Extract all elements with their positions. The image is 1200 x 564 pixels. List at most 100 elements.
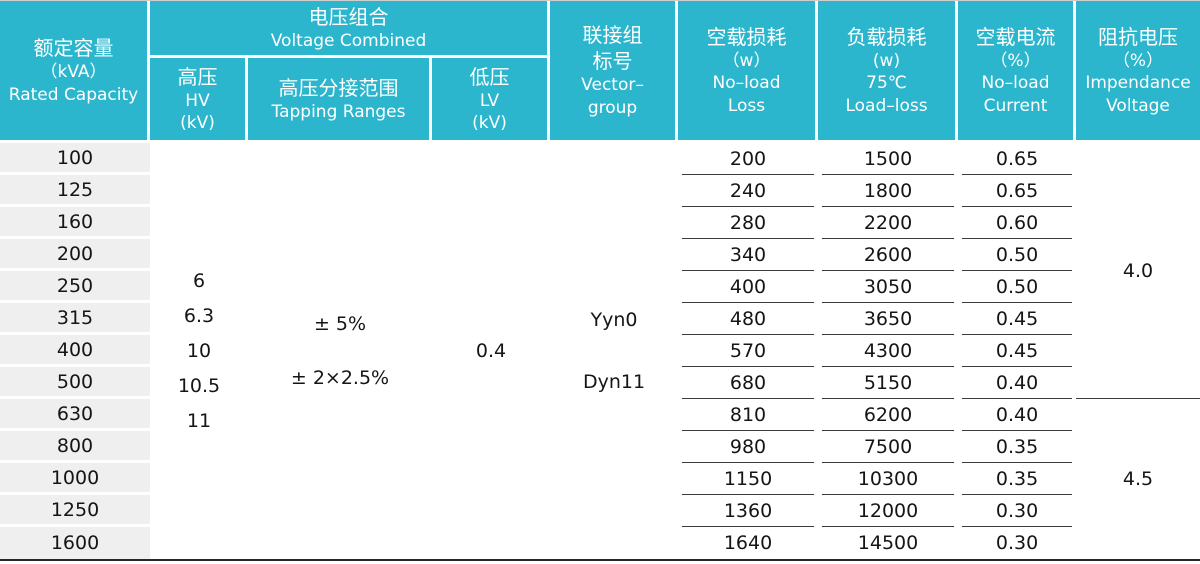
no-load-loss-cell: 1360 — [678, 495, 819, 527]
header-no-load-loss-unit: （w） — [722, 51, 771, 72]
impedance-cell: 4.0 — [1076, 143, 1200, 399]
header-impedance-voltage-zh: 阻抗电压 — [1098, 25, 1179, 50]
tapping-ranges-cell: ± 5% ± 2×2.5% — [248, 143, 432, 559]
capacity-cell: 315 — [0, 303, 150, 335]
header-hv: 高压 HV (kV) — [150, 58, 248, 143]
header-lv: 低压 LV (kV) — [432, 58, 551, 143]
capacity-cell: 500 — [0, 367, 150, 399]
vector-group-value: Dyn11 — [582, 371, 646, 393]
load-loss-cell: 14500 — [857, 532, 919, 554]
load-loss-cell: 6200 — [818, 399, 959, 431]
no-load-current-cell: 0.35 — [958, 463, 1077, 495]
no-load-current-cell: 0.50 — [958, 271, 1077, 303]
table-row: 800 980 7500 0.35 — [0, 431, 1200, 463]
header-no-load-current-zh: 空载电流 — [975, 25, 1056, 50]
header-rated-capacity-unit: （kVA） — [40, 62, 107, 83]
no-load-loss-cell: 1640 — [723, 532, 773, 554]
hv-value: 11 — [186, 409, 212, 432]
header-impedance-voltage-en2: Voltage — [1106, 95, 1170, 116]
no-load-loss-cell: 570 — [678, 335, 819, 367]
table-row: 315 480 3650 0.45 — [0, 303, 1200, 335]
capacity-cell: 125 — [0, 175, 150, 207]
tapping-range: ± 5% — [313, 313, 367, 335]
header-vector-group-zh2: 标号 — [592, 49, 633, 74]
no-load-current-cell: 0.50 — [958, 239, 1077, 271]
header-hv-unit: (kV) — [180, 113, 215, 133]
header-voltage-combined-zh: 电压组合 — [308, 4, 389, 29]
hv-value: 6.3 — [183, 304, 215, 327]
capacity-cell: 800 — [0, 431, 150, 463]
no-load-current-cell: 0.60 — [958, 207, 1077, 239]
header-rated-capacity: 额定容量 （kVA） Rated Capacity — [0, 1, 150, 143]
load-loss-cell: 10300 — [818, 463, 959, 495]
load-loss-cell: 1800 — [818, 175, 959, 207]
no-load-current-cell: 0.30 — [995, 532, 1039, 554]
table-row: 125 240 1800 0.65 — [0, 175, 1200, 207]
hv-value: 10 — [186, 339, 212, 362]
header-no-load-current-en2: Current — [983, 95, 1048, 116]
table-row: 200 340 2600 0.50 — [0, 239, 1200, 271]
capacity-cell: 630 — [0, 399, 150, 431]
header-vector-group-en1: Vector– — [581, 75, 644, 96]
lv-value-cell: 0.4 — [432, 143, 551, 559]
no-load-loss-cell: 680 — [678, 367, 819, 399]
header-vector-group-zh1: 联接组 — [582, 23, 643, 48]
table-row: 500 680 5150 0.40 — [0, 367, 1200, 399]
no-load-loss-cell: 480 — [678, 303, 819, 335]
header-no-load-current-unit: （%） — [990, 51, 1041, 72]
header-rated-capacity-zh: 额定容量 — [33, 36, 114, 61]
header-tapping-ranges-en: Tapping Ranges — [271, 101, 406, 122]
header-rated-capacity-en: Rated Capacity — [8, 84, 139, 105]
header-vector-group: 联接组 标号 Vector– group — [550, 1, 679, 143]
no-load-loss-cell: 400 — [678, 271, 819, 303]
header-tapping-ranges-zh: 高压分接范围 — [278, 75, 399, 100]
load-loss-cell: 2200 — [818, 207, 959, 239]
no-load-loss-cell: 1150 — [678, 463, 819, 495]
header-load-loss-en: Load–loss — [845, 95, 928, 116]
capacity-cell: 160 — [0, 207, 150, 239]
no-load-loss-cell: 980 — [678, 431, 819, 463]
table-row: 630 810 6200 0.40 4.5 — [0, 399, 1200, 559]
header-lv-zh: 低压 — [469, 64, 510, 89]
header-load-loss: 负载损耗 (w) 75℃ Load–loss — [818, 1, 959, 143]
load-loss-cell: 3050 — [818, 271, 959, 303]
header-lv-unit: (kV) — [472, 113, 507, 133]
capacity-cell: 1000 — [0, 463, 150, 495]
header-vector-group-en2: group — [587, 97, 638, 118]
load-loss-cell: 5150 — [818, 367, 959, 399]
no-load-current-cell: 0.45 — [958, 335, 1077, 367]
table-row: 100 6 6.3 10 10.5 11 ± 5% ± 2×2.5% 0.4 Yyn0 Dyn11 2… — [0, 143, 1200, 559]
no-load-current-cell: 0.65 — [958, 175, 1077, 207]
table-header: 额定容量 （kVA） Rated Capacity 电压组合 Voltage C… — [0, 1, 1200, 143]
header-load-loss-unit: (w) — [872, 51, 901, 72]
table-body: 100 6 6.3 10 10.5 11 ± 5% ± 2×2.5% 0.4 Yyn0 Dyn11 2… — [0, 143, 1200, 559]
header-impedance-voltage-en1: Impendance — [1085, 73, 1191, 94]
no-load-current-cell: 0.35 — [958, 431, 1077, 463]
header-load-loss-zh: 负载损耗 — [846, 25, 927, 50]
hv-value: 10.5 — [177, 374, 221, 397]
header-no-load-current-en1: No–load — [981, 73, 1050, 94]
capacity-cell: 1250 — [0, 495, 150, 527]
header-no-load-loss-zh: 空载损耗 — [706, 25, 787, 50]
load-loss-cell: 12000 — [818, 495, 959, 527]
header-impedance-voltage: 阻抗电压 （%） Impendance Voltage — [1076, 1, 1200, 143]
no-load-loss-cell: 240 — [678, 175, 819, 207]
header-no-load-loss-en1: No–load — [712, 73, 781, 94]
table-row: 1600 1640 14500 0.30 — [0, 527, 1200, 559]
load-loss-cell: 1500 — [818, 143, 959, 175]
hv-value: 6 — [192, 269, 206, 292]
header-row-2: 高压 HV (kV) 高压分接范围 Tapping Ranges 低压 LV (… — [0, 58, 1200, 143]
tapping-range: ± 2×2.5% — [290, 367, 390, 389]
load-loss-cell: 3650 — [818, 303, 959, 335]
load-loss-cell: 7500 — [818, 431, 959, 463]
no-load-current-cell: 0.65 — [958, 143, 1077, 175]
header-row-1: 额定容量 （kVA） Rated Capacity 电压组合 Voltage C… — [0, 1, 1200, 143]
vector-group-cell: Yyn0 Dyn11 — [550, 143, 679, 559]
no-load-current-cell: 0.40 — [958, 367, 1077, 399]
hv-values-cell: 6 6.3 10 10.5 11 — [150, 143, 248, 559]
load-loss-cell: 4300 — [818, 335, 959, 367]
table-row: 250 400 3050 0.50 — [0, 271, 1200, 303]
header-lv-en: LV — [479, 90, 500, 111]
